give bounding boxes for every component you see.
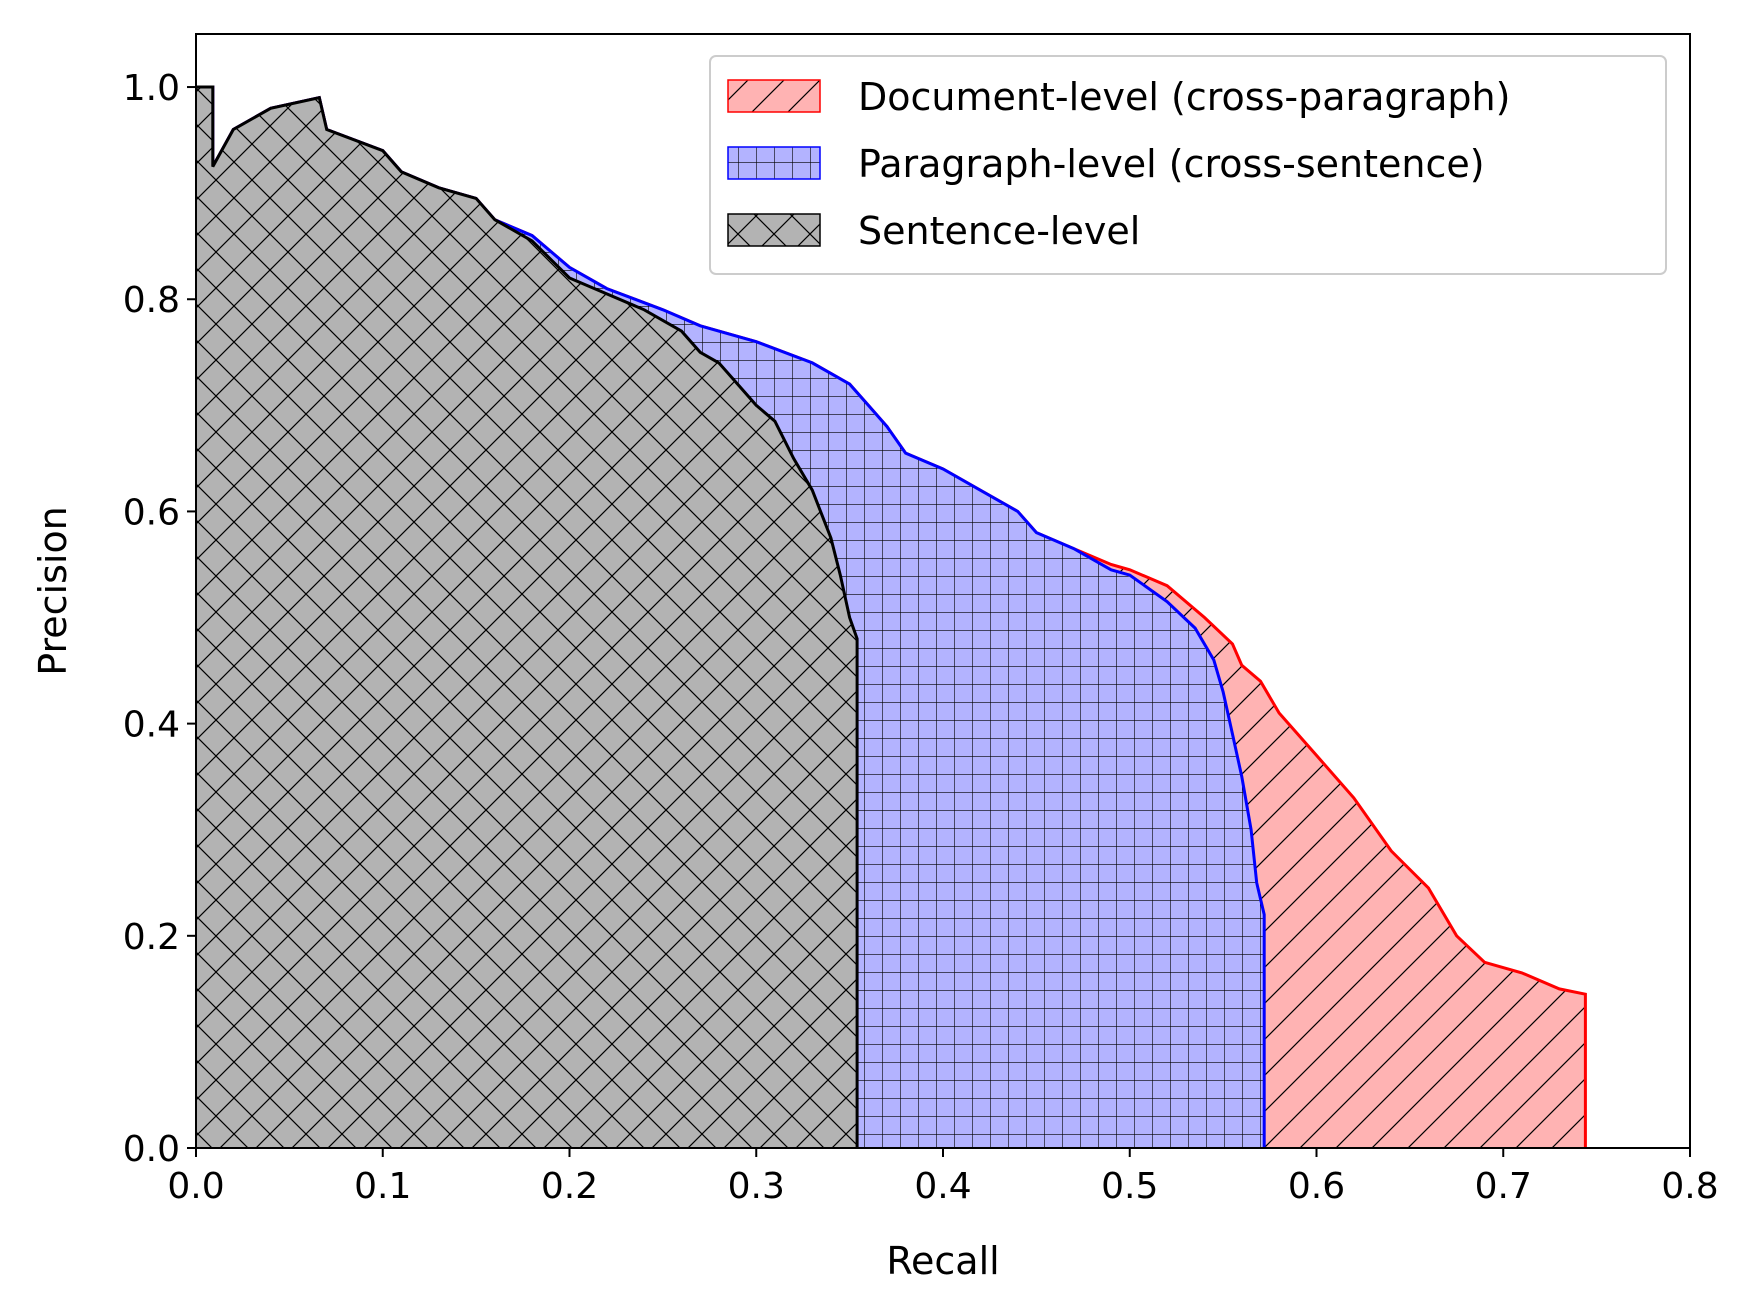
- x-tick-label: 0.5: [1101, 1166, 1158, 1207]
- y-tick-label: 0.6: [123, 492, 180, 533]
- y-axis-label: Precision: [31, 506, 75, 676]
- x-tick-label: 0.8: [1661, 1166, 1718, 1207]
- series-sentence-level: [196, 85, 859, 1148]
- y-tick-label: 0.0: [123, 1129, 180, 1170]
- x-tick-label: 0.0: [167, 1166, 224, 1207]
- legend-frame: [709, 55, 1667, 275]
- legend-item-document-level-cross-paragraph: Document-level (cross-paragraph): [727, 75, 1510, 119]
- x-tick-label: 0.7: [1475, 1166, 1532, 1207]
- x-tick-label: 0.2: [541, 1166, 598, 1207]
- x-tick-label: 0.1: [354, 1166, 411, 1207]
- x-tick-label: 0.3: [728, 1166, 785, 1207]
- x-tick-label: 0.6: [1288, 1166, 1345, 1207]
- y-tick-label: 0.2: [123, 917, 180, 958]
- legend-swatch-hatch: [727, 213, 821, 247]
- series-layer: [196, 85, 1587, 1148]
- x-axis: 0.0 0.1 0.2 0.3 0.4 0.5 0.6 0.7 0.8: [167, 1148, 1719, 1207]
- y-tick-label: 0.4: [123, 705, 180, 746]
- y-axis: 0.0 0.2 0.4 0.6 0.8 1.0: [123, 68, 196, 1170]
- legend-label: Paragraph-level (cross-sentence): [858, 142, 1485, 186]
- legend-swatch-hatch: [727, 79, 821, 113]
- legend-item-sentence-level: Sentence-level: [727, 209, 1140, 253]
- legend: Document-level (cross-paragraph) Paragrap…: [709, 55, 1667, 275]
- legend-item-paragraph-level-cross-sentence: Paragraph-level (cross-sentence): [727, 142, 1485, 186]
- series-line-2: [196, 85, 859, 1148]
- y-tick-label: 1.0: [123, 68, 180, 109]
- x-tick-label: 0.4: [914, 1166, 971, 1207]
- legend-label: Sentence-level: [858, 209, 1140, 253]
- series-hatch-2: [196, 87, 858, 1148]
- legend-swatch-hatch: [727, 146, 821, 180]
- legend-label: Document-level (cross-paragraph): [858, 75, 1510, 119]
- y-tick-label: 0.8: [123, 280, 180, 321]
- x-axis-label: Recall: [886, 1239, 999, 1283]
